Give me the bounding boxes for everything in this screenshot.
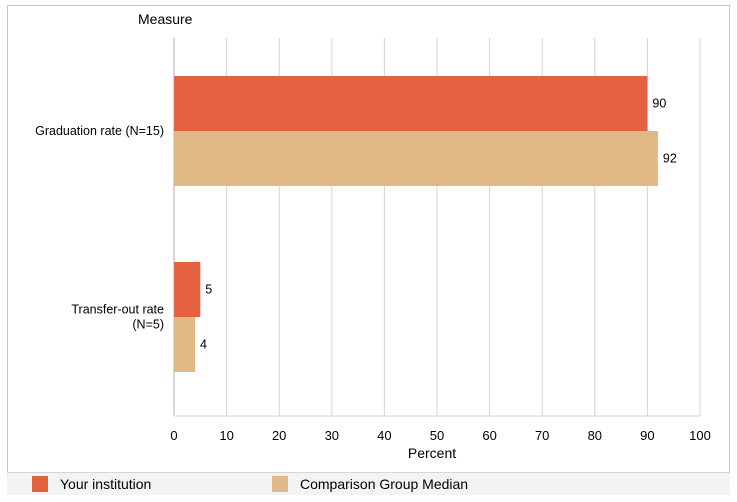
- data-label-s1-c0: 92: [663, 152, 677, 166]
- data-label-s1-c1: 4: [200, 338, 207, 352]
- x-tick-label-70: 70: [535, 428, 549, 443]
- legend-swatch-comparison-group-median: [272, 476, 288, 492]
- legend-item-comparison-group-median: Comparison Group Median: [272, 476, 468, 492]
- x-tick-label-100: 100: [689, 428, 711, 443]
- bar-s1-c0: [174, 131, 658, 186]
- x-tick-label-10: 10: [219, 428, 233, 443]
- x-tick-label-50: 50: [430, 428, 444, 443]
- x-tick-label-80: 80: [588, 428, 602, 443]
- category-label-0: Graduation rate (N=15): [35, 124, 164, 138]
- legend-swatch-your-institution: [32, 476, 48, 492]
- x-tick-label-40: 40: [377, 428, 391, 443]
- category-label-1: Transfer-out rate (N=5): [71, 303, 164, 332]
- category-axis-title: Measure: [138, 11, 193, 27]
- legend-label-your-institution: Your institution: [60, 476, 152, 492]
- x-tick-label-20: 20: [272, 428, 286, 443]
- bar-s1-c1: [174, 317, 196, 372]
- legend-label-comparison-group-median: Comparison Group Median: [300, 476, 469, 492]
- x-tick-label-0: 0: [170, 428, 177, 443]
- data-label-s0-c1: 5: [205, 283, 212, 297]
- bar-s0-c1: [174, 262, 201, 317]
- x-axis-title: Percent: [408, 445, 456, 461]
- x-tick-label-90: 90: [640, 428, 654, 443]
- bar-s0-c0: [174, 76, 648, 131]
- x-tick-label-60: 60: [482, 428, 496, 443]
- data-label-s0-c0: 90: [652, 97, 666, 111]
- x-tick-label-30: 30: [325, 428, 339, 443]
- legend-item-your-institution: Your institution: [32, 476, 151, 492]
- legend: Your institution Comparison Group Median: [7, 472, 730, 495]
